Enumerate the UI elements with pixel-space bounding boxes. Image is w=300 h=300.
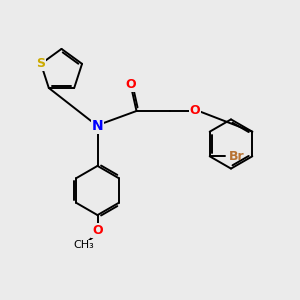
Text: O: O [190,104,200,118]
Text: O: O [125,77,136,91]
Text: S: S [37,57,46,70]
Text: CH₃: CH₃ [74,240,94,250]
Text: O: O [92,224,103,237]
Text: N: N [92,119,103,133]
Text: Br: Br [229,150,245,163]
